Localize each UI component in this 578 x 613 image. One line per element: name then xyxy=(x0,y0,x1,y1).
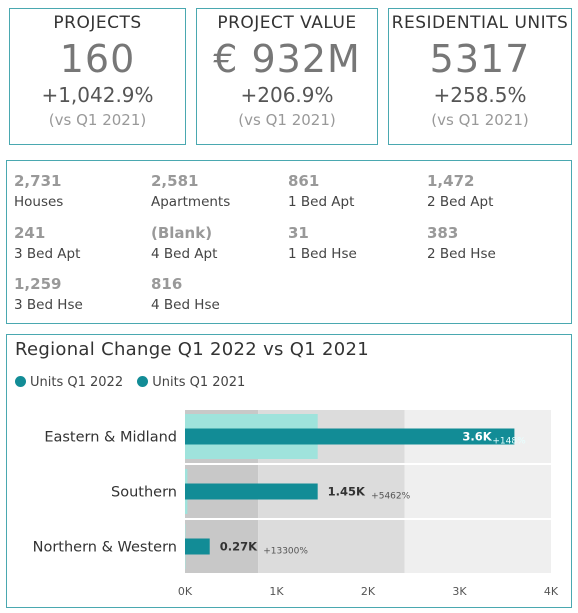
breakdown-label: Houses xyxy=(14,194,64,210)
breakdown-label: 2 Bed Hse xyxy=(427,246,496,262)
breakdown-label: 1 Bed Apt xyxy=(288,194,355,210)
bar-units-q1-2022 xyxy=(185,428,515,445)
breakdown-item-3-bed-apt: 241 3 Bed Apt xyxy=(14,224,80,262)
breakdown-item-3-bed-hse: 1,259 3 Bed Hse xyxy=(14,275,83,313)
breakdown-value: 383 xyxy=(427,224,459,242)
legend-item-units-q1-2021[interactable]: Units Q1 2021 xyxy=(137,375,245,390)
chart-title: Regional Change Q1 2022 vs Q1 2021 xyxy=(15,339,369,360)
change-label: +148% xyxy=(492,437,526,447)
category-label: Southern xyxy=(111,485,177,501)
breakdown-value: 2,581 xyxy=(151,172,199,190)
x-tick-label: 1K xyxy=(269,585,284,598)
breakdown-value: 2,731 xyxy=(14,172,62,190)
kpi-title: PROJECT VALUE xyxy=(217,13,357,33)
breakdown-label: 3 Bed Apt xyxy=(14,246,81,262)
category-label: Eastern & Midland xyxy=(44,430,177,446)
x-tick-label: 3K xyxy=(452,585,467,598)
breakdown-item-1-bed-apt: 861 1 Bed Apt xyxy=(288,172,354,210)
bar-chart: Eastern & Midland 3.6K +148% Southern 1.45K +… xyxy=(33,410,559,598)
row-separator xyxy=(185,463,551,465)
breakdown-item-4-bed-apt: (Blank) 4 Bed Apt xyxy=(151,224,217,262)
breakdown-label: 3 Bed Hse xyxy=(14,297,83,313)
breakdown-label: 4 Bed Apt xyxy=(151,246,218,262)
data-label: 3.6K xyxy=(462,430,492,444)
kpi-card-project-value: PROJECT VALUE € 932M +206.9% (vs Q1 2021… xyxy=(196,8,378,145)
data-label: 0.27K xyxy=(220,540,258,554)
category-label: Northern & Western xyxy=(33,540,177,556)
breakdown-value: 1,259 xyxy=(14,275,62,293)
breakdown-item-1-bed-hse: 31 1 Bed Hse xyxy=(288,224,357,262)
breakdown-item-4-bed-hse: 816 4 Bed Hse xyxy=(151,275,220,313)
breakdown-label: 1 Bed Hse xyxy=(288,246,357,262)
breakdown-item-houses: 2,731 Houses xyxy=(14,172,63,210)
breakdown-value: 861 xyxy=(288,172,320,190)
kpi-title: RESIDENTIAL UNITS xyxy=(391,13,569,33)
legend-dot-icon xyxy=(137,376,149,387)
kpi-change: +1,042.9% xyxy=(41,83,154,107)
breakdown-item-apartments: 2,581 Apartments xyxy=(151,172,230,210)
breakdown-label: Apartments xyxy=(151,194,231,210)
breakdown-label: 4 Bed Hse xyxy=(151,297,220,313)
legend-item-units-q1-2022[interactable]: Units Q1 2022 xyxy=(15,375,123,390)
regional-change-chart-panel: Regional Change Q1 2022 vs Q1 2021 Units… xyxy=(6,334,572,608)
chart-legend: Units Q1 2022 Units Q1 2021 xyxy=(15,375,255,390)
legend-label: Units Q1 2022 xyxy=(30,375,124,390)
row-separator xyxy=(185,518,551,520)
change-label: +13300% xyxy=(263,547,308,557)
kpi-card-projects: PROJECTS 160 +1,042.9% (vs Q1 2021) xyxy=(9,8,186,145)
x-tick-label: 2K xyxy=(361,585,376,598)
change-label: +5462% xyxy=(371,492,410,502)
breakdown-value: 31 xyxy=(288,224,309,242)
legend-label: Units Q1 2021 xyxy=(152,375,246,390)
kpi-value: 160 xyxy=(59,37,136,81)
breakdown-item-2-bed-apt: 1,472 2 Bed Apt xyxy=(427,172,493,210)
kpi-card-residential-units: RESIDENTIAL UNITS 5317 +258.5% (vs Q1 20… xyxy=(388,8,572,145)
breakdown-value: (Blank) xyxy=(151,224,213,242)
kpi-change: +258.5% xyxy=(433,83,527,107)
breakdown-label: 2 Bed Apt xyxy=(427,194,494,210)
kpi-compare: (vs Q1 2021) xyxy=(431,111,529,129)
breakdown-value: 816 xyxy=(151,275,183,293)
breakdown-value: 241 xyxy=(14,224,46,242)
kpi-title: PROJECTS xyxy=(53,13,142,33)
kpi-compare: (vs Q1 2021) xyxy=(238,111,336,129)
kpi-compare: (vs Q1 2021) xyxy=(48,111,147,129)
unit-type-breakdown: 2,731 Houses 2,581 Apartments 861 1 Bed … xyxy=(6,160,572,324)
legend-dot-icon xyxy=(15,376,26,387)
breakdown-item-2-bed-hse: 383 2 Bed Hse xyxy=(427,224,496,262)
data-label: 1.45K xyxy=(328,485,366,499)
bar-units-q1-2022 xyxy=(185,538,210,555)
breakdown-value: 1,472 xyxy=(427,172,475,190)
bar-units-q1-2022 xyxy=(185,483,318,500)
x-tick-label: 0K xyxy=(178,585,193,598)
kpi-change: +206.9% xyxy=(240,83,334,107)
kpi-value: 5317 xyxy=(429,37,531,81)
kpi-value: € 932M xyxy=(213,37,361,81)
x-tick-label: 4K xyxy=(544,585,559,598)
